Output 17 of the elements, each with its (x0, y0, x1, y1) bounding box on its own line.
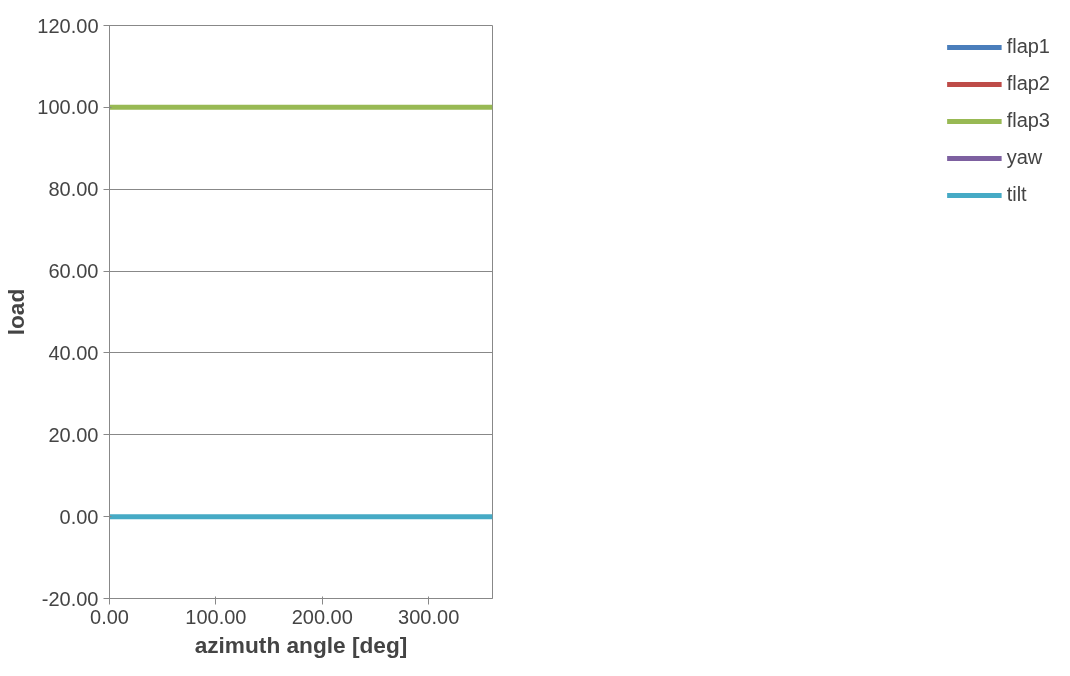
legend-label: tilt (1006, 183, 1027, 206)
legend-label: flap2 (1006, 72, 1050, 95)
x-tick-label: 300.00 (398, 605, 460, 628)
y-tick-label: 80.00 (48, 178, 99, 201)
y-tick-label: 0.00 (59, 505, 99, 528)
y-tick-label: 20.00 (48, 423, 99, 446)
y-tick-label: 120.00 (37, 14, 99, 37)
y-tick-label: 100.00 (37, 96, 99, 119)
x-tick-label: 200.00 (291, 605, 353, 628)
legend-label: flap3 (1006, 109, 1050, 132)
legend-label: yaw (1006, 146, 1043, 169)
legend-label: flap1 (1006, 35, 1050, 58)
x-axis-title: azimuth angle [deg] (194, 631, 408, 658)
x-tick-label: 100.00 (185, 605, 247, 628)
y-tick-label: 40.00 (48, 341, 99, 364)
y-axis-title: load (3, 288, 30, 336)
y-tick-label: 60.00 (48, 260, 99, 283)
